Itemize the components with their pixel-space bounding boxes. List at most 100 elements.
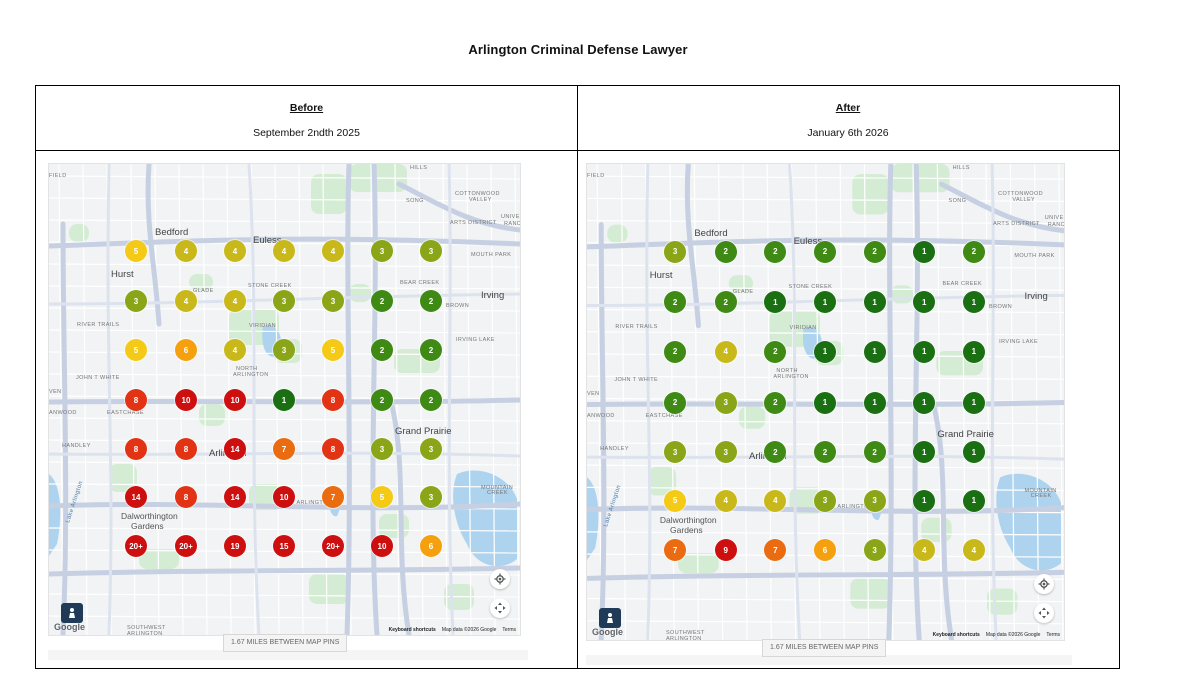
rank-pin[interactable]: 4 [224,339,246,361]
rank-pin[interactable]: 8 [175,438,197,460]
rank-pin[interactable]: 2 [371,290,393,312]
rank-pin[interactable]: 3 [664,240,687,263]
rank-pin[interactable]: 2 [664,291,687,314]
terms-link[interactable]: Terms [1046,632,1060,638]
rank-pin[interactable]: 6 [175,339,197,361]
rank-pin[interactable]: 1 [913,240,936,263]
rank-pin[interactable]: 1 [962,391,985,414]
rank-pin[interactable]: 2 [714,240,737,263]
rank-pin[interactable]: 10 [175,389,197,411]
rank-pin[interactable]: 1 [962,291,985,314]
rank-pin[interactable]: 4 [224,240,246,262]
rank-pin[interactable]: 8 [322,438,344,460]
rank-pin[interactable]: 7 [664,539,687,562]
rank-pin[interactable]: 4 [322,240,344,262]
rank-pin[interactable]: 2 [764,340,787,363]
rank-pin[interactable]: 3 [714,441,737,464]
rank-pin[interactable]: 1 [863,340,886,363]
rank-pin[interactable]: 8 [322,389,344,411]
rank-pin[interactable]: 7 [764,539,787,562]
rank-pin[interactable]: 4 [913,539,936,562]
street-view-pegman-icon[interactable] [61,603,83,623]
rank-pin[interactable]: 6 [813,539,836,562]
rank-pin[interactable]: 3 [863,489,886,512]
rank-pin[interactable]: 2 [371,389,393,411]
rank-pin[interactable]: 2 [863,240,886,263]
rank-pin[interactable]: 3 [273,290,295,312]
rank-pin[interactable]: 2 [764,240,787,263]
rank-pin[interactable]: 2 [664,340,687,363]
rank-pin[interactable]: 1 [913,441,936,464]
rank-pin[interactable]: 19 [224,535,246,557]
rank-pin[interactable]: 2 [420,339,442,361]
rank-pin[interactable]: 2 [371,339,393,361]
rank-pin[interactable]: 14 [125,486,147,508]
fullscreen-icon[interactable] [490,598,510,618]
rank-pin[interactable]: 1 [273,389,295,411]
rank-pin[interactable]: 8 [125,438,147,460]
rank-pin[interactable]: 4 [224,290,246,312]
keyboard-shortcuts-link[interactable]: Keyboard shortcuts [388,627,436,633]
my-location-icon[interactable] [490,569,510,589]
rank-pin[interactable]: 3 [420,486,442,508]
keyboard-shortcuts-link[interactable]: Keyboard shortcuts [932,632,980,638]
rank-pin[interactable]: 3 [714,391,737,414]
rank-pin[interactable]: 1 [813,340,836,363]
rank-pin[interactable]: 1 [764,291,787,314]
rank-pin[interactable]: 3 [420,438,442,460]
rank-pin[interactable]: 3 [125,290,147,312]
street-view-pegman-icon[interactable] [599,608,621,628]
rank-pin[interactable]: 15 [273,535,295,557]
rank-pin[interactable]: 20+ [175,535,197,557]
rank-pin[interactable]: 2 [813,441,836,464]
rank-pin[interactable]: 1 [863,291,886,314]
rank-pin[interactable]: 10 [224,389,246,411]
rank-pin[interactable]: 20+ [125,535,147,557]
rank-pin[interactable]: 4 [175,290,197,312]
rank-pin[interactable]: 9 [714,539,737,562]
rank-pin[interactable]: 8 [175,486,197,508]
rank-pin[interactable]: 7 [273,438,295,460]
rank-pin[interactable]: 1 [913,391,936,414]
rank-pin[interactable]: 1 [962,340,985,363]
rank-pin[interactable]: 4 [714,489,737,512]
rank-pin[interactable]: 2 [420,389,442,411]
my-location-icon[interactable] [1034,574,1054,594]
rank-pin[interactable]: 4 [764,489,787,512]
rank-pin[interactable]: 2 [420,290,442,312]
rank-pin[interactable]: 1 [913,291,936,314]
rank-pin[interactable]: 14 [224,438,246,460]
rank-pin[interactable]: 2 [764,441,787,464]
rank-pin[interactable]: 6 [420,535,442,557]
after-ranking-map[interactable]: BedfordEulessHurstIrvingArlingtonGrand P… [586,163,1065,641]
rank-pin[interactable]: 10 [371,535,393,557]
rank-pin[interactable]: 2 [714,291,737,314]
rank-pin[interactable]: 2 [813,240,836,263]
rank-pin[interactable]: 3 [664,441,687,464]
rank-pin[interactable]: 2 [962,240,985,263]
rank-pin[interactable]: 7 [322,486,344,508]
rank-pin[interactable]: 3 [420,240,442,262]
rank-pin[interactable]: 4 [714,340,737,363]
rank-pin[interactable]: 1 [813,391,836,414]
rank-pin[interactable]: 1 [913,340,936,363]
rank-pin[interactable]: 4 [273,240,295,262]
rank-pin[interactable]: 2 [863,441,886,464]
rank-pin[interactable]: 3 [371,240,393,262]
terms-link[interactable]: Terms [502,627,516,633]
rank-pin[interactable]: 5 [322,339,344,361]
rank-pin[interactable]: 2 [664,391,687,414]
rank-pin[interactable]: 5 [664,489,687,512]
rank-pin[interactable]: 5 [371,486,393,508]
rank-pin[interactable]: 1 [962,489,985,512]
rank-pin[interactable]: 3 [863,539,886,562]
rank-pin[interactable]: 20+ [322,535,344,557]
rank-pin[interactable]: 1 [962,441,985,464]
rank-pin[interactable]: 1 [913,489,936,512]
rank-pin[interactable]: 10 [273,486,295,508]
rank-pin[interactable]: 5 [125,339,147,361]
fullscreen-icon[interactable] [1034,603,1054,623]
rank-pin[interactable]: 8 [125,389,147,411]
rank-pin[interactable]: 3 [813,489,836,512]
rank-pin[interactable]: 4 [175,240,197,262]
